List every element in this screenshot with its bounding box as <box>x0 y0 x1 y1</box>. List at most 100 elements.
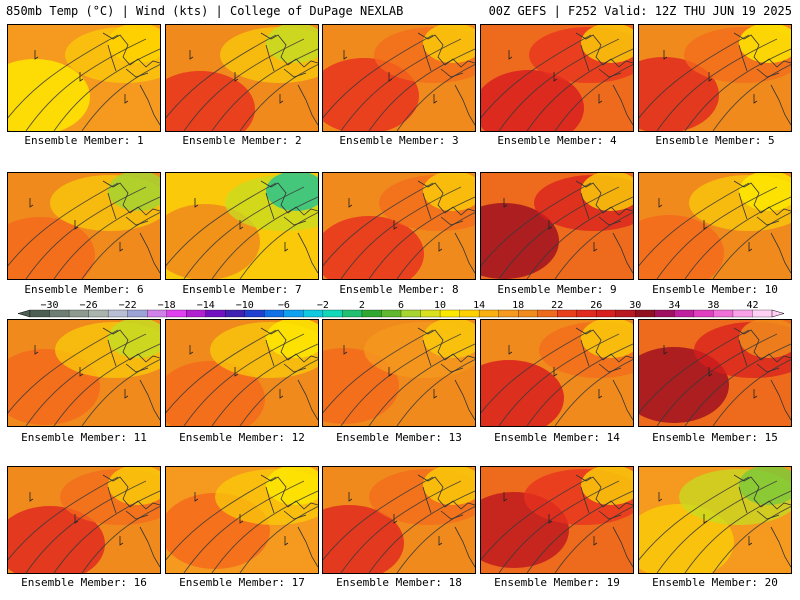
height-contour <box>554 505 633 573</box>
height-contour <box>684 48 791 131</box>
temperature-field <box>481 467 633 573</box>
cool-region-shading <box>108 467 160 505</box>
coastline-outline <box>102 474 160 568</box>
height-contour <box>340 186 462 279</box>
colorbar-tick-label: −6 <box>278 301 290 311</box>
warm-core-shading <box>481 360 564 426</box>
temperature-field <box>323 173 475 279</box>
height-contour <box>239 211 318 279</box>
colorbar-tick-label: 22 <box>551 301 563 311</box>
cool-region-shading <box>108 25 160 63</box>
height-contour <box>53 343 160 426</box>
height-contour <box>554 211 633 279</box>
wind-barb <box>548 514 553 524</box>
colorbar-swatch <box>439 309 461 318</box>
colorbar-swatch <box>244 309 265 318</box>
colorbar-swatch <box>459 309 480 318</box>
wind-barb <box>393 220 398 230</box>
ensemble-member-map <box>638 319 792 427</box>
colorbar-swatch <box>166 309 187 318</box>
colorbar-swatch <box>596 309 617 318</box>
height-contour <box>481 329 592 414</box>
height-contour <box>81 505 160 573</box>
map-title: 850mb Temp (°C) | Wind (kts) | College o… <box>6 4 404 18</box>
height-contour <box>166 182 277 267</box>
coastline-outline <box>733 474 791 568</box>
colorbar-swatch <box>420 309 441 318</box>
height-contour <box>340 38 462 131</box>
height-contour <box>656 186 778 279</box>
height-contour <box>481 476 592 561</box>
temperature-field <box>323 320 475 426</box>
colorbar-swatch <box>205 309 226 318</box>
wind-barb <box>284 536 289 546</box>
ensemble-member-map <box>638 172 792 280</box>
cool-region-shading <box>739 320 791 358</box>
height-contour <box>81 358 160 426</box>
height-contour <box>712 63 791 131</box>
height-contour <box>25 186 147 279</box>
wind-barb <box>508 50 513 60</box>
temperature-field <box>8 467 160 573</box>
height-contour <box>166 476 277 561</box>
ensemble-member-map <box>7 466 161 574</box>
ensemble-member-label: Ensemble Member: 19 <box>494 576 620 589</box>
height-contour <box>639 476 750 561</box>
height-contour <box>684 490 791 573</box>
wind-barb <box>194 492 199 502</box>
coastline-outline <box>733 32 791 126</box>
wind-barb <box>438 242 443 252</box>
wind-barb <box>593 536 598 546</box>
height-contour <box>166 34 277 119</box>
colorbar-swatch <box>537 309 558 318</box>
wind-barb <box>748 536 753 546</box>
wind-barb <box>703 220 708 230</box>
temperature-field <box>639 467 791 573</box>
height-contour <box>368 48 475 131</box>
wind-barb <box>74 514 79 524</box>
ensemble-member-label: Ensemble Member: 8 <box>339 283 459 296</box>
height-contour <box>526 490 633 573</box>
ensemble-member-map <box>480 466 634 574</box>
wind-barb <box>708 72 713 82</box>
ensemble-member-label: Ensemble Member: 18 <box>336 576 462 589</box>
colorbar-swatch <box>68 309 90 318</box>
colorbar-tick-label: 34 <box>668 301 680 311</box>
ensemble-member-label: Ensemble Member: 12 <box>179 431 305 444</box>
ensemble-member-map <box>7 24 161 132</box>
colorbar-swatch <box>186 309 207 318</box>
temperature-field <box>481 173 633 279</box>
height-contour <box>639 182 750 267</box>
height-contour <box>340 480 462 573</box>
colorbar-tick-label: −26 <box>80 301 98 311</box>
temperature-field <box>639 320 791 426</box>
ensemble-member-label: Ensemble Member: 15 <box>652 431 778 444</box>
height-contour <box>183 480 305 573</box>
height-contour <box>554 358 633 426</box>
cool-region-shading <box>581 320 633 358</box>
height-contour <box>498 38 620 131</box>
height-contour <box>239 63 318 131</box>
wind-barb <box>124 389 129 399</box>
colorbar-swatch <box>400 309 421 318</box>
wind-barb <box>658 198 663 208</box>
ensemble-member-label: Ensemble Member: 1 <box>24 134 144 147</box>
temperature-field <box>8 173 160 279</box>
coastline-outline <box>417 327 475 421</box>
warm-core-shading <box>166 71 255 131</box>
wind-barb <box>79 367 84 377</box>
ensemble-member-label: Ensemble Member: 16 <box>21 576 147 589</box>
colorbar-swatch <box>322 309 343 318</box>
ensemble-member-label: Ensemble Member: 11 <box>21 431 147 444</box>
warm-core-shading <box>8 506 105 573</box>
colorbar-tick-label: 42 <box>746 301 758 311</box>
cool-region-shading <box>581 467 633 505</box>
colorbar-tick-label: 30 <box>629 301 641 311</box>
height-contour <box>53 48 160 131</box>
warm-core-shading <box>8 59 90 131</box>
colorbar-swatch <box>635 309 656 318</box>
wind-barb <box>663 50 668 60</box>
wind-barb <box>119 242 124 252</box>
temperature-field <box>323 467 475 573</box>
wind-barb <box>548 220 553 230</box>
